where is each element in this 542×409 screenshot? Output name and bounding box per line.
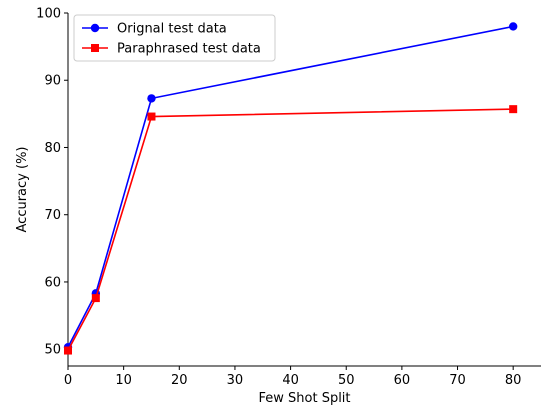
x-tick-label: 40 (282, 373, 299, 388)
x-tick-label: 20 (171, 373, 188, 388)
x-tick-label: 50 (338, 373, 355, 388)
series-2-point (147, 112, 156, 121)
x-tick-label: 10 (115, 373, 132, 388)
x-axis-ticks: 0 10 20 30 40 50 60 70 80 (64, 366, 522, 388)
y-tick-label: 90 (44, 74, 61, 89)
x-tick-label: 30 (227, 373, 244, 388)
legend-label: Orignal test data (117, 22, 227, 37)
y-tick-label: 50 (44, 343, 61, 358)
series-1-line (67, 25, 514, 348)
series-1 (63, 22, 518, 352)
x-tick-label: 0 (64, 373, 72, 388)
series-1-point (147, 94, 156, 103)
x-axis-title: Few Shot Split (258, 391, 350, 406)
x-tick-label: 60 (394, 373, 411, 388)
series-2-point (64, 346, 72, 355)
legend-label: Paraphrased test data (117, 42, 261, 57)
legend-marker (91, 44, 99, 52)
series-2-line (67, 108, 514, 351)
y-axis-ticks: 50 60 70 80 90 100 (36, 7, 68, 358)
legend: Orignal test data Paraphrased test data (73, 14, 276, 62)
legend-marker (90, 23, 100, 33)
series-layer (63, 22, 518, 355)
legend-box (73, 14, 276, 62)
x-tick-label: 80 (505, 373, 522, 388)
y-tick-label: 100 (36, 7, 61, 22)
series-2 (64, 105, 518, 355)
axes-spines (67, 13, 541, 367)
y-tick-label: 60 (44, 275, 61, 290)
series-1-point (508, 22, 518, 31)
y-tick-label: 80 (44, 141, 61, 156)
y-axis-title: Accuracy (%) (15, 147, 30, 233)
y-tick-label: 70 (44, 208, 61, 223)
x-tick-label: 70 (449, 373, 466, 388)
legend-item: Paraphrased test data (82, 42, 261, 57)
legend-item: Orignal test data (82, 22, 227, 37)
series-2-point (509, 105, 518, 114)
series-2-point (91, 294, 100, 303)
